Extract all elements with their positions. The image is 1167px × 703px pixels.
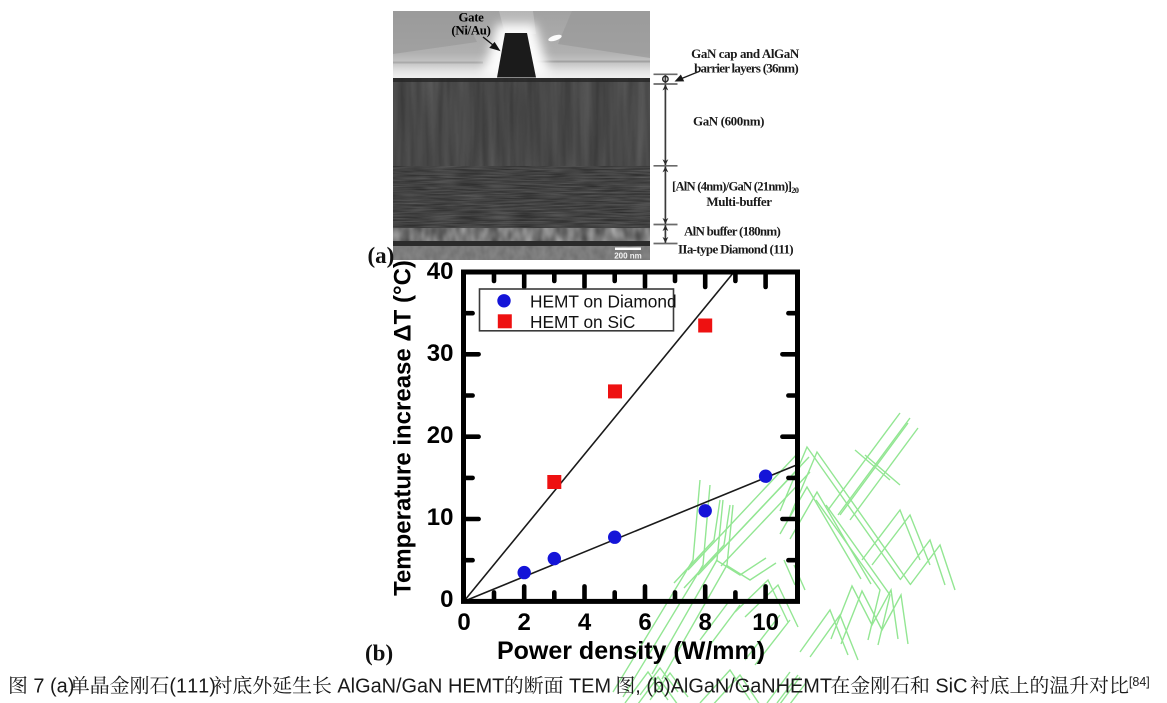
svg-text:Temperature increase ΔT (°C): Temperature increase ΔT (°C) [390,260,417,596]
svg-text:20: 20 [427,422,454,449]
svg-text:(111): (111) [169,676,215,698]
svg-text:0: 0 [440,586,453,613]
svg-text:10: 10 [427,504,454,531]
svg-text:Gate: Gate [458,11,484,25]
svg-text:GaN cap and AlGaN: GaN cap and AlGaN [691,46,800,61]
svg-text:AlGaN/GaN HEMT: AlGaN/GaN HEMT [332,676,510,698]
svg-text:HEMT on SiC: HEMT on SiC [530,312,635,332]
svg-text:(Ni/Au): (Ni/Au) [451,24,490,38]
svg-text:barrier layers (36nm): barrier layers (36nm) [694,61,798,76]
svg-text:8: 8 [699,609,712,636]
svg-text:AlN buffer (180nm): AlN buffer (180nm) [684,224,780,239]
svg-text:6: 6 [638,609,651,636]
svg-text:HEMT on Diamond: HEMT on Diamond [530,291,677,311]
svg-text:Multi-buffer: Multi-buffer [706,194,772,209]
svg-text:40: 40 [427,258,454,285]
svg-text:GaN (600nm): GaN (600nm) [693,114,764,129]
svg-text:Power density (W/mm): Power density (W/mm) [497,637,765,665]
svg-text:[84]: [84] [1129,675,1150,689]
svg-text:30: 30 [427,340,454,367]
svg-text:4: 4 [578,609,592,636]
svg-text:, (b)AlGaN/GaNHEMT: , (b)AlGaN/GaNHEMT [635,676,837,698]
svg-text:TEM: TEM [564,676,617,698]
svg-text:10: 10 [752,609,779,636]
svg-text:7 (a): 7 (a) [28,676,74,698]
svg-text:[AlN (4nm)/GaN (21nm)]20: [AlN (4nm)/GaN (21nm)]20 [672,180,799,196]
svg-text:SiC: SiC [930,676,973,698]
svg-text:(b): (b) [365,641,393,666]
svg-text:200 nm: 200 nm [614,252,642,261]
svg-text:2: 2 [518,609,531,636]
svg-text:(a): (a) [368,243,395,268]
svg-text:IIa-type Diamond (111): IIa-type Diamond (111) [678,242,793,257]
svg-text:0: 0 [457,609,470,636]
